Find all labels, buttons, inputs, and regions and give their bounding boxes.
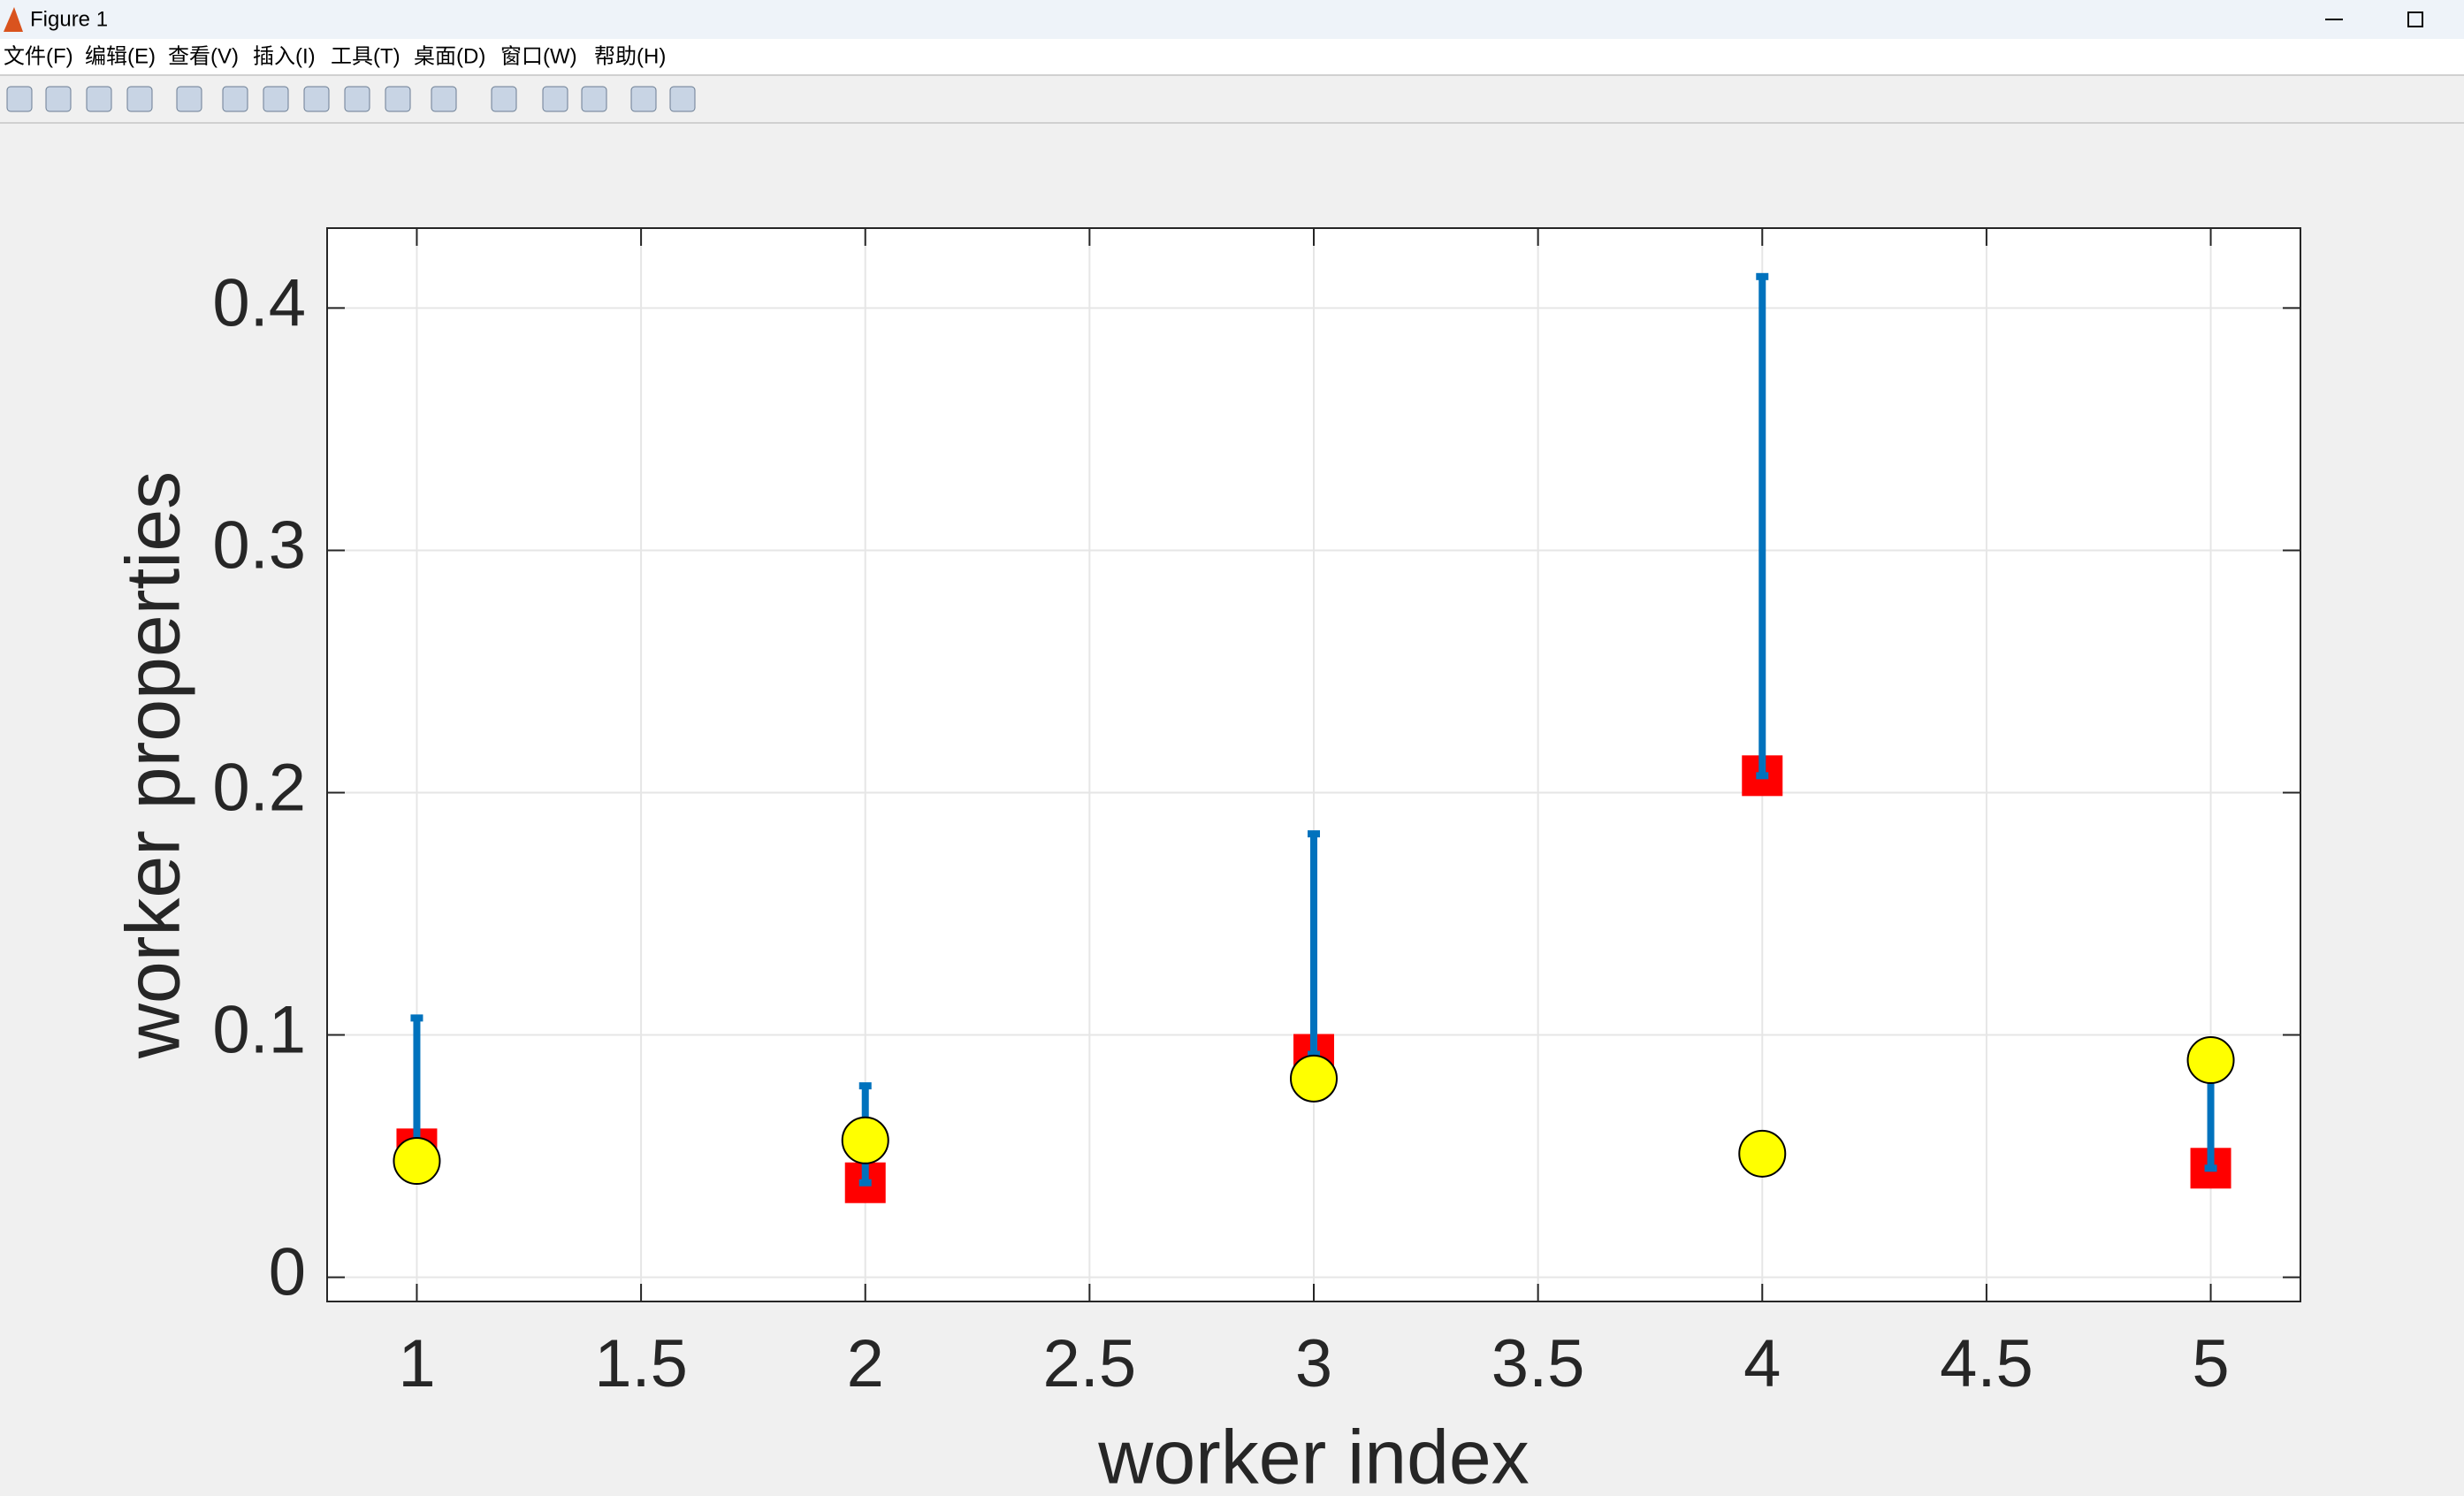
menu-item[interactable]: 工具(T) <box>331 44 400 68</box>
toolbar-button[interactable] <box>263 86 289 112</box>
error-bar <box>1756 272 1769 780</box>
restore-button[interactable] <box>2407 11 2423 27</box>
toolbar-button[interactable] <box>542 86 568 112</box>
y-tick-label: 0.3 <box>212 508 306 584</box>
circle-marker <box>1738 1129 1787 1178</box>
circle-marker <box>393 1137 441 1186</box>
title-bar <box>0 0 2464 39</box>
x-tick-label: 3 <box>1295 1326 1332 1401</box>
menu-item[interactable]: 帮助(H) <box>594 44 666 68</box>
toolbar-button[interactable] <box>6 86 33 112</box>
app-icon <box>4 7 23 32</box>
toolbar-button[interactable] <box>344 86 370 112</box>
toolbar-button[interactable] <box>45 86 72 112</box>
toolbar-button[interactable] <box>491 86 517 112</box>
menu-item[interactable]: 查看(V) <box>168 44 239 68</box>
toolbar-button[interactable] <box>176 86 202 112</box>
toolbar-button[interactable] <box>222 86 248 112</box>
x-tick-label: 1 <box>398 1326 435 1401</box>
toolbar <box>6 86 696 112</box>
circle-marker <box>2186 1036 2235 1085</box>
menu-item[interactable]: 编辑(E) <box>85 44 156 68</box>
menu-item[interactable]: 插入(I) <box>253 44 316 68</box>
y-tick-label: 0.2 <box>212 751 306 826</box>
y-axis-label: worker properties <box>111 471 196 1059</box>
y-tick-label: 0.1 <box>212 993 306 1068</box>
toolbar-button[interactable] <box>669 86 696 112</box>
x-tick-label: 1.5 <box>594 1326 688 1401</box>
x-tick-label: 2.5 <box>1043 1326 1137 1401</box>
menu-item[interactable]: 窗口(W) <box>500 44 577 68</box>
toolbar-button[interactable] <box>303 86 330 112</box>
toolbar-button[interactable] <box>581 86 607 112</box>
x-axis-label: worker index <box>1097 1416 1530 1496</box>
axes-box <box>326 227 2301 1302</box>
menu-item[interactable]: 桌面(D) <box>414 44 485 68</box>
x-tick-label: 3.5 <box>1491 1326 1585 1401</box>
circle-marker <box>1290 1054 1338 1103</box>
toolbar-button[interactable] <box>86 86 112 112</box>
toolbar-button[interactable] <box>126 86 153 112</box>
menu-item[interactable]: 文件(F) <box>4 44 73 68</box>
window-title: Figure 1 <box>30 7 108 31</box>
x-tick-label: 4 <box>1743 1326 1781 1401</box>
toolbar-button[interactable] <box>431 86 457 112</box>
menu-bar <box>0 39 2464 75</box>
error-bar <box>1308 830 1320 1058</box>
x-tick-label: 5 <box>2192 1326 2229 1401</box>
toolbar-button[interactable] <box>385 86 411 112</box>
x-tick-label: 4.5 <box>1940 1326 2033 1401</box>
circle-marker <box>841 1116 889 1164</box>
y-tick-label: 0.4 <box>212 266 306 341</box>
x-tick-label: 2 <box>847 1326 884 1401</box>
y-tick-label: 0 <box>269 1235 306 1310</box>
toolbar-button[interactable] <box>630 86 657 112</box>
